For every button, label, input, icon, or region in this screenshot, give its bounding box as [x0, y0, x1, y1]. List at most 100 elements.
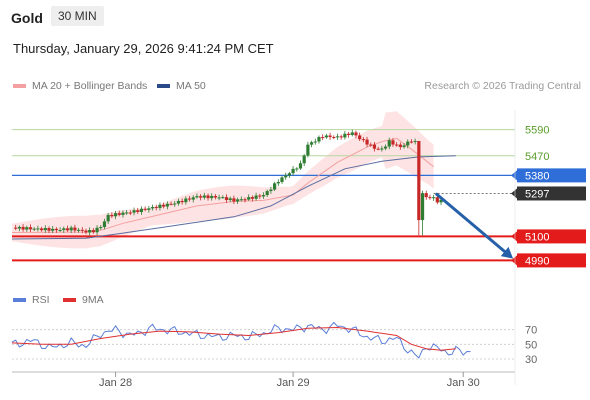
level-tag-pointer-5100	[511, 231, 517, 242]
candle-body	[387, 140, 391, 147]
candle-body	[317, 137, 321, 142]
candle-body	[176, 200, 181, 204]
candle-body	[313, 141, 317, 143]
candle-body	[117, 213, 121, 215]
candle-body	[147, 208, 151, 210]
candle-body	[247, 197, 251, 200]
candle-body	[199, 196, 203, 198]
candle-body	[420, 193, 425, 221]
candle-body	[184, 198, 188, 203]
candle-body	[139, 208, 144, 212]
candle-body	[113, 213, 118, 217]
candle-body	[284, 175, 288, 178]
legend-ma20: MA 20 + Bollinger Bands	[13, 80, 147, 92]
level-tag-5297	[517, 186, 586, 201]
instrument-title: Gold	[11, 10, 43, 26]
candle-body	[213, 196, 218, 198]
rsi-legend-label: RSI	[32, 294, 50, 306]
candle-body	[95, 227, 99, 233]
x-tick-label: Jan 28	[99, 377, 132, 389]
candle-body	[154, 207, 158, 209]
candle-body	[51, 228, 55, 231]
candle-body	[239, 199, 243, 201]
candle-body	[206, 195, 210, 199]
level-tag-pointer-4990	[511, 255, 517, 266]
candle-body	[143, 208, 147, 210]
candle-body	[298, 163, 303, 169]
level-label-5297: 5297	[525, 188, 549, 200]
ma20-legend-label: MA 20 + Bollinger Bands	[32, 80, 148, 92]
candle-body	[380, 148, 384, 150]
candle-body	[128, 212, 132, 214]
candle-body	[88, 230, 92, 233]
candle-body	[121, 212, 125, 215]
legend-ma50: MA 50	[157, 80, 206, 92]
candle-body	[180, 200, 184, 203]
candle-body	[335, 136, 340, 138]
candle-body	[343, 133, 347, 138]
candle-body	[99, 227, 103, 229]
candle-body	[73, 227, 77, 231]
candle-body	[17, 226, 21, 229]
candle-body	[32, 228, 36, 230]
rsi-tick-50: 50	[525, 339, 537, 351]
candle-body	[91, 230, 95, 233]
candle-body	[306, 144, 310, 156]
candle-body	[439, 199, 443, 203]
rsi-9ma-line	[11, 326, 456, 351]
candle-body	[132, 210, 136, 213]
candle-body	[54, 228, 58, 231]
candle-body	[354, 132, 358, 136]
candle-body	[358, 135, 362, 140]
candle-body	[173, 203, 177, 205]
candle-body	[217, 197, 221, 199]
candle-body	[265, 191, 269, 196]
candle-body	[158, 204, 162, 208]
level-tag-4990	[517, 253, 586, 268]
candle-body	[398, 144, 402, 148]
timeframe-badge[interactable]: 30 MIN	[51, 6, 104, 26]
forecast-arrow-shaft	[434, 192, 511, 258]
level-label-5590: 5590	[525, 125, 549, 137]
candle-body	[125, 212, 129, 214]
level-label-4990: 4990	[525, 255, 549, 267]
level-label-5100: 5100	[525, 231, 549, 243]
ma50-line	[11, 155, 456, 240]
candle-body	[324, 135, 328, 138]
candle-body	[236, 199, 240, 202]
level-label-5470: 5470	[525, 151, 549, 163]
candle-body	[254, 195, 258, 199]
candle-body	[102, 221, 107, 228]
candle-body	[372, 144, 377, 149]
candle-body	[428, 197, 432, 199]
candle-body	[391, 140, 395, 145]
rsi-tick-70: 70	[525, 325, 537, 337]
candle-body	[210, 196, 214, 199]
bollinger-band	[12, 111, 434, 249]
x-tick-label: Jan 29	[277, 377, 310, 389]
ma50-swatch	[157, 84, 170, 88]
forecast-arrow-head	[500, 246, 514, 259]
candle-body	[250, 197, 255, 199]
level-tag-5100	[517, 229, 586, 244]
candle-body	[169, 203, 173, 205]
candle-body	[365, 139, 369, 145]
ma9-legend-label: 9MA	[82, 294, 104, 306]
timestamp: Thursday, January 29, 2026 9:41:24 PM CE…	[13, 41, 274, 56]
chart-header: Gold 30 MIN	[0, 0, 590, 36]
candle-body	[25, 227, 29, 230]
research-credit: Research © 2026 Trading Central	[424, 80, 581, 92]
candle-body	[21, 226, 25, 230]
candle-body	[376, 148, 380, 150]
candle-body	[136, 210, 140, 212]
candle-body	[295, 168, 299, 170]
candle-body	[395, 144, 399, 146]
candle-body	[321, 137, 325, 139]
candle-body	[43, 228, 47, 231]
candle-body	[280, 177, 284, 182]
candle-body	[195, 196, 199, 198]
x-tick-label: Jan 30	[447, 377, 480, 389]
candle-body	[272, 183, 277, 190]
candle-body	[28, 227, 33, 230]
